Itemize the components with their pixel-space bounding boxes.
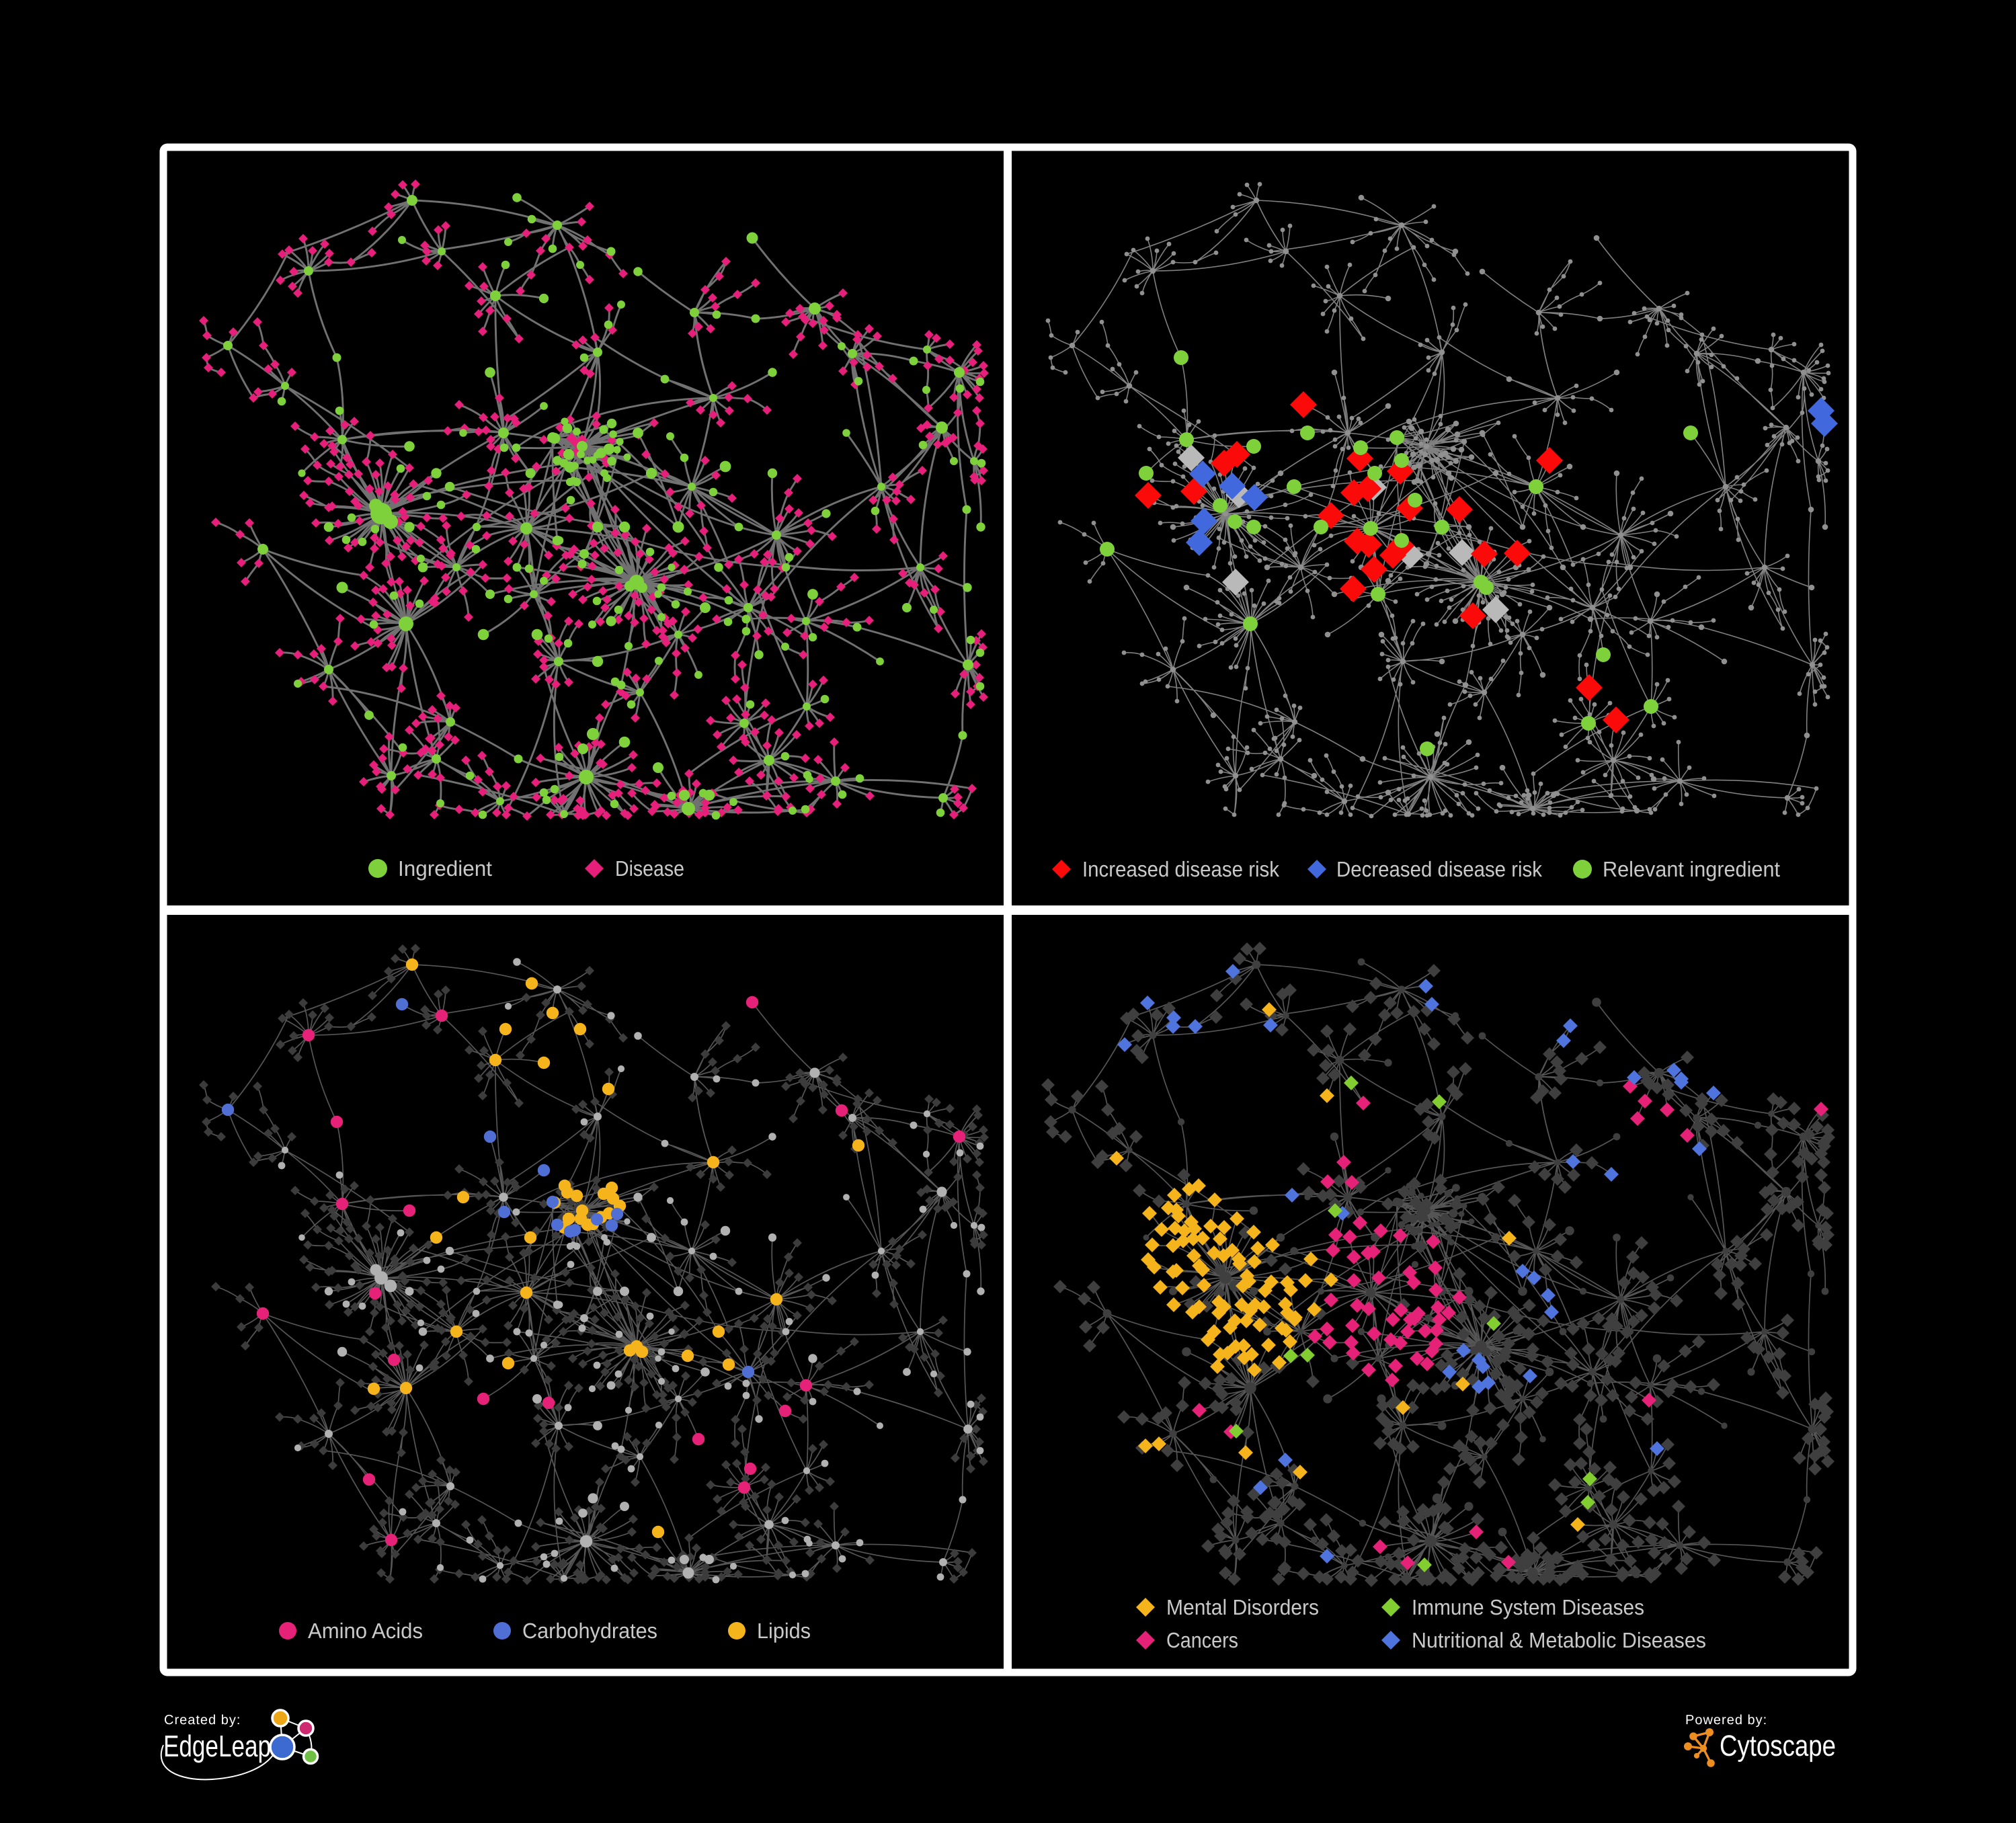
svg-text:Carbohydrates: Carbohydrates: [522, 1619, 657, 1643]
svg-text:Mental Disorders: Mental Disorders: [1166, 1595, 1319, 1619]
svg-text:Relevant ingredient: Relevant ingredient: [1603, 857, 1780, 881]
svg-text:Created by:: Created by:: [164, 1713, 241, 1728]
svg-text:Increased disease risk: Increased disease risk: [1082, 857, 1280, 881]
svg-text:Disease: Disease: [615, 856, 684, 881]
svg-text:Ingredient: Ingredient: [398, 856, 492, 881]
svg-text:Decreased disease risk: Decreased disease risk: [1336, 857, 1543, 881]
svg-text:Lipids: Lipids: [757, 1619, 811, 1643]
svg-text:Cancers: Cancers: [1166, 1628, 1238, 1652]
svg-text:Nutritional & Metabolic Diseas: Nutritional & Metabolic Diseases: [1412, 1628, 1706, 1652]
svg-text:Amino Acids: Amino Acids: [308, 1619, 423, 1643]
svg-text:Immune System Diseases: Immune System Diseases: [1412, 1595, 1644, 1619]
svg-text:EdgeLeap: EdgeLeap: [163, 1729, 271, 1763]
svg-text:Cytoscape: Cytoscape: [1720, 1730, 1836, 1763]
svg-text:Powered by:: Powered by:: [1685, 1713, 1767, 1728]
